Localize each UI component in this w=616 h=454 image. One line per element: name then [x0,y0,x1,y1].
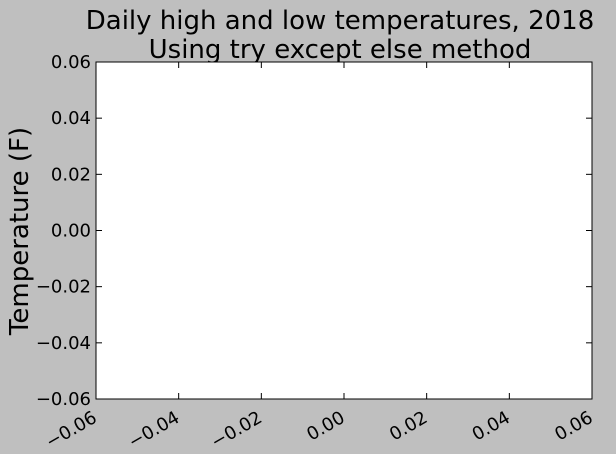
y-tick-label: 0.02 [51,164,91,185]
y-axis-label: Temperature (F) [5,127,35,336]
x-tick-label: 0.06 [551,407,596,445]
x-tick-label: −0.06 [42,407,100,453]
y-tick-label: −0.06 [36,389,91,410]
y-tick-label: −0.04 [36,333,91,354]
x-tick-label: 0.00 [303,407,348,445]
chart-title-line-2: Using try except else method [149,35,532,65]
plot-area [95,61,593,400]
y-tick-label: 0.00 [51,221,91,242]
y-axis: −0.06 −0.04 −0.02 0.00 0.02 0.04 0.06 [36,52,592,410]
x-tick-label: 0.02 [386,407,431,445]
chart-title-line-1: Daily high and low temperatures, 2018 [86,6,595,36]
x-tick-label: −0.04 [125,407,183,453]
y-tick-label: 0.04 [51,108,91,129]
y-tick-label: −0.02 [36,277,91,298]
y-tick-label: 0.06 [51,52,91,73]
x-tick-label: 0.04 [469,407,514,445]
x-tick-label: −0.02 [208,407,266,453]
